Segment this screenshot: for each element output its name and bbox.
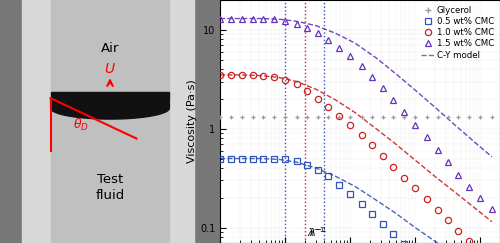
Text: $\theta_D$: $\theta_D$	[72, 117, 88, 133]
Bar	[170, 0, 194, 243]
Y-axis label: Viscosity (Pa·s): Viscosity (Pa·s)	[187, 80, 197, 163]
Legend: Glycerol, 0.5 wt% CMC, 1.0 wt% CMC, 1.5 wt% CMC, C-Y model: Glycerol, 0.5 wt% CMC, 1.0 wt% CMC, 1.5 …	[420, 4, 496, 61]
Bar	[50, 0, 170, 243]
Bar	[22, 0, 50, 243]
Text: $U$: $U$	[104, 62, 116, 76]
Bar	[0, 0, 22, 243]
Text: $\lambda^{-1}$: $\lambda^{-1}$	[308, 225, 327, 239]
Polygon shape	[50, 92, 170, 98]
Polygon shape	[50, 98, 170, 119]
Text: Air: Air	[101, 42, 119, 55]
Text: Test
fluid: Test fluid	[96, 173, 124, 202]
Text: $\lambda^{-1}$: $\lambda^{-1}$	[308, 225, 326, 239]
Bar	[194, 0, 220, 243]
